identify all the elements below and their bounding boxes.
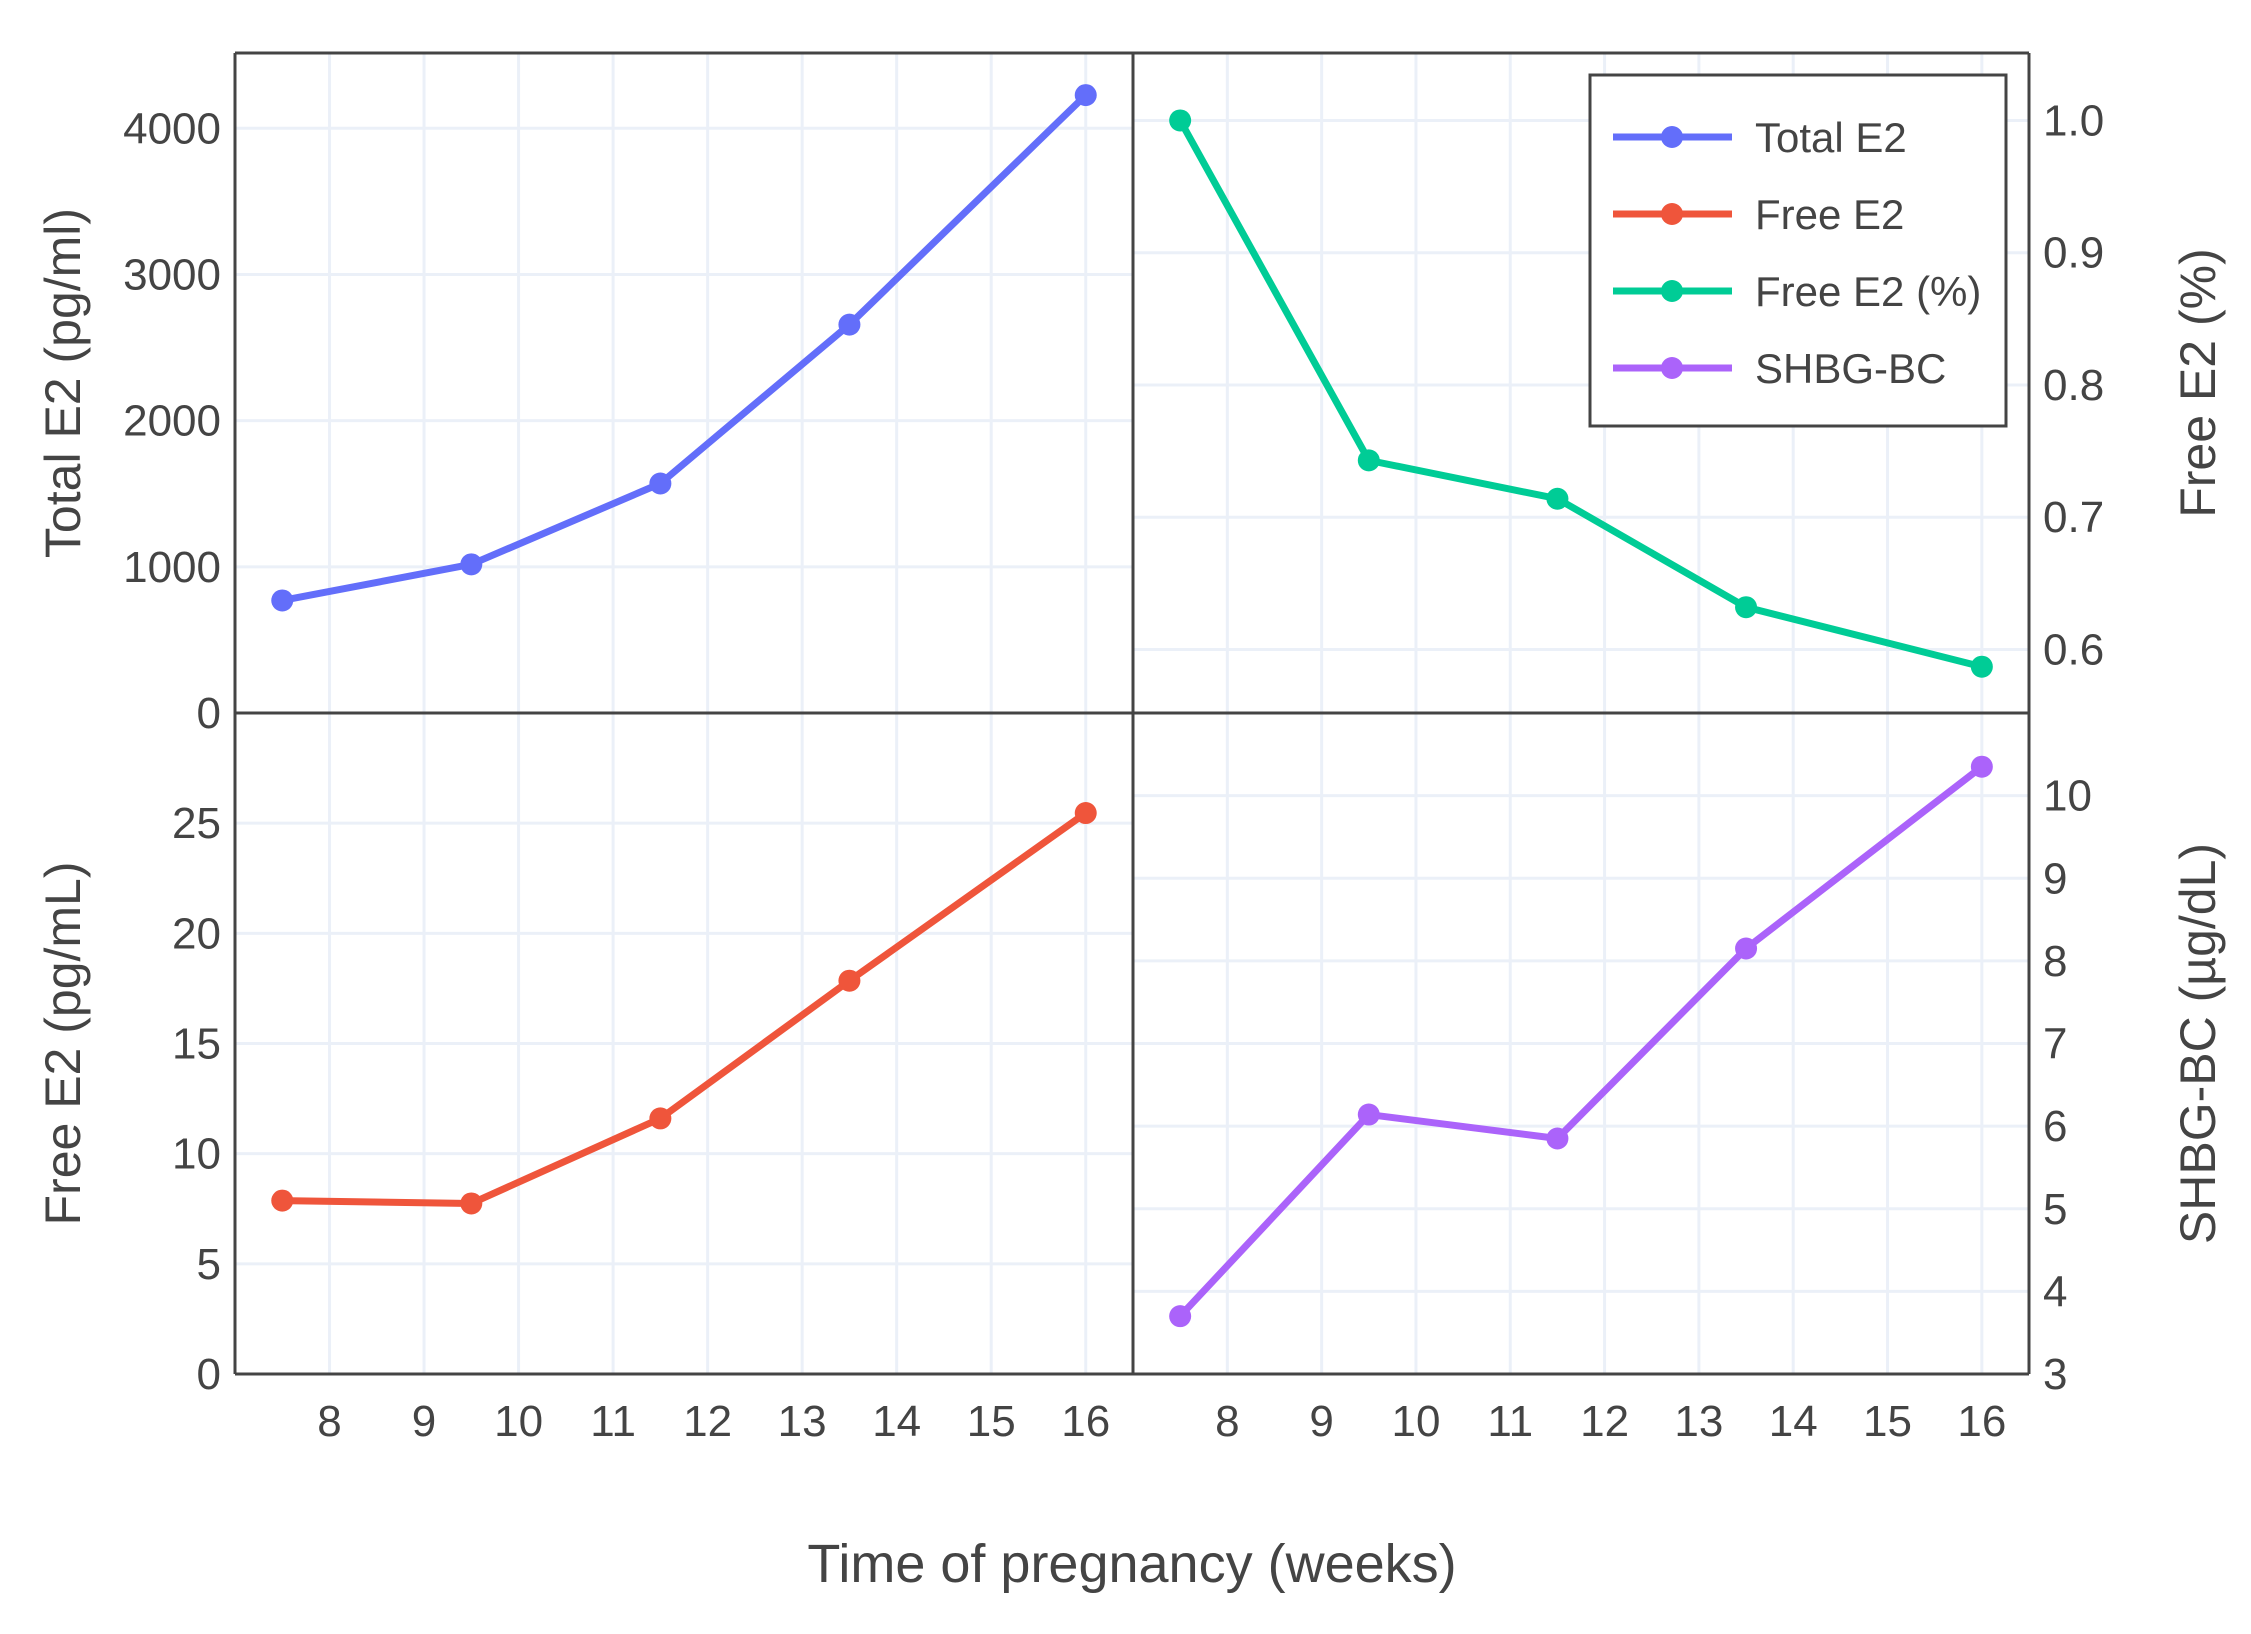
x-tick-label: 10	[1391, 1397, 1440, 1446]
x-tick-label: 11	[1487, 1397, 1533, 1446]
x-tick-label: 11	[590, 1397, 636, 1446]
y-axis-title: Free E2 (pg/mL)	[35, 861, 91, 1225]
data-point	[1357, 1103, 1380, 1126]
y-axis-title: Total E2 (pg/ml)	[35, 208, 91, 558]
y-axis-title: SHBG-BC (µg/dL)	[2170, 843, 2226, 1244]
data-point	[1546, 1127, 1569, 1150]
y-tick-label: 6	[2043, 1102, 2067, 1151]
data-point	[1735, 937, 1758, 960]
y-tick-label: 4	[2043, 1267, 2067, 1316]
data-point	[838, 313, 861, 336]
legend-marker	[1661, 203, 1683, 225]
data-point	[271, 589, 294, 612]
data-point	[1357, 449, 1380, 472]
y-tick-label: 0.9	[2043, 229, 2104, 278]
data-point	[1735, 596, 1758, 619]
y-tick-label: 25	[172, 799, 221, 848]
x-tick-label: 14	[1769, 1397, 1818, 1446]
subplot-top-left: 0 1000 2000 3000 4000 Total E2 (pg/ml)	[35, 53, 1133, 738]
data-point	[649, 1107, 672, 1130]
x-tick-label: 16	[1957, 1397, 2006, 1446]
x-tick-label: 10	[494, 1397, 543, 1446]
legend-label: SHBG-BC	[1755, 345, 1946, 392]
y-tick-label: 5	[2043, 1185, 2067, 1234]
y-tick-label: 9	[2043, 854, 2067, 903]
data-point	[1970, 655, 1993, 678]
y-axis-title: Free E2 (%)	[2170, 248, 2226, 518]
data-point	[1074, 84, 1097, 107]
legend-item[interactable]: SHBG-BC	[1613, 345, 1946, 392]
legend-item[interactable]: Free E2	[1613, 191, 1904, 238]
legend-label: Total E2	[1755, 114, 1907, 161]
y-tick-label: 0.7	[2043, 493, 2104, 542]
y-tick-label: 1.0	[2043, 96, 2104, 145]
subplot-bottom-left: 0 5 10 15 20 25 8 9 10 11 12 13 14 15 16 Free E2 (pg/mL…	[35, 713, 1133, 1446]
y-tick-label: 8	[2043, 937, 2067, 986]
y-tick-label: 15	[172, 1020, 221, 1069]
y-tick-label: 0	[197, 1350, 221, 1399]
y-tick-label: 0.6	[2043, 626, 2104, 675]
y-tick-label: 3	[2043, 1350, 2067, 1399]
x-tick-label: 9	[412, 1397, 436, 1446]
y-tick-label: 10	[172, 1130, 221, 1179]
x-tick-label: 13	[1674, 1397, 1723, 1446]
legend-marker	[1661, 126, 1683, 148]
legend-item[interactable]: Total E2	[1613, 114, 1907, 161]
y-tick-label: 5	[197, 1240, 221, 1289]
y-tick-label: 0	[197, 689, 221, 738]
x-tick-label: 15	[1863, 1397, 1912, 1446]
legend-label: Free E2	[1755, 191, 1904, 238]
subplot-bottom-right: 3 4 5 6 7 8 9 10 8 9 10 11 12 13 14 15 16 SHBG-BC (µg/dL)	[1133, 713, 2226, 1446]
data-point	[1169, 1305, 1192, 1328]
data-point	[838, 969, 861, 992]
series-line	[281, 92, 1089, 604]
axes-frame	[233, 51, 2031, 1376]
y-tick-label: 20	[172, 909, 221, 958]
legend-marker	[1661, 357, 1683, 379]
y-tick-label: 1000	[123, 543, 221, 592]
x-tick-label: 13	[778, 1397, 827, 1446]
x-tick-label: 8	[317, 1397, 341, 1446]
y-tick-label: 0.8	[2043, 361, 2104, 410]
x-tick-label: 8	[1215, 1397, 1239, 1446]
data-point	[1970, 755, 1993, 778]
y-tick-label: 10	[2043, 772, 2092, 821]
legend-label: Free E2 (%)	[1755, 268, 1981, 315]
y-tick-label: 4000	[123, 104, 221, 153]
x-tick-label: 14	[872, 1397, 921, 1446]
data-point	[1169, 109, 1192, 132]
series-line	[282, 810, 1088, 1207]
legend: Total E2 Free E2 Free E2 (%) SHBG-BC	[1588, 73, 2008, 428]
x-tick-label: 9	[1309, 1397, 1333, 1446]
data-point	[460, 553, 483, 576]
y-tick-label: 3000	[123, 250, 221, 299]
legend-marker	[1661, 280, 1683, 302]
data-point	[271, 1189, 294, 1212]
series-line	[1177, 763, 1984, 1319]
x-tick-label: 12	[1580, 1397, 1629, 1446]
data-point	[649, 472, 672, 495]
x-axis-title: Time of pregnancy (weeks)	[807, 1534, 1456, 1594]
y-tick-label: 7	[2043, 1020, 2067, 1069]
data-point	[460, 1192, 483, 1215]
data-point	[1546, 487, 1569, 510]
data-point	[1074, 802, 1097, 825]
x-tick-label: 12	[683, 1397, 732, 1446]
subplot-top-right: 0.6 0.7 0.8 0.9 1.0 Free E2 (%)	[1133, 53, 2226, 713]
legend-item[interactable]: Free E2 (%)	[1613, 268, 1981, 315]
x-tick-label: 16	[1061, 1397, 1110, 1446]
y-tick-label: 2000	[123, 397, 221, 446]
x-tick-label: 15	[967, 1397, 1016, 1446]
